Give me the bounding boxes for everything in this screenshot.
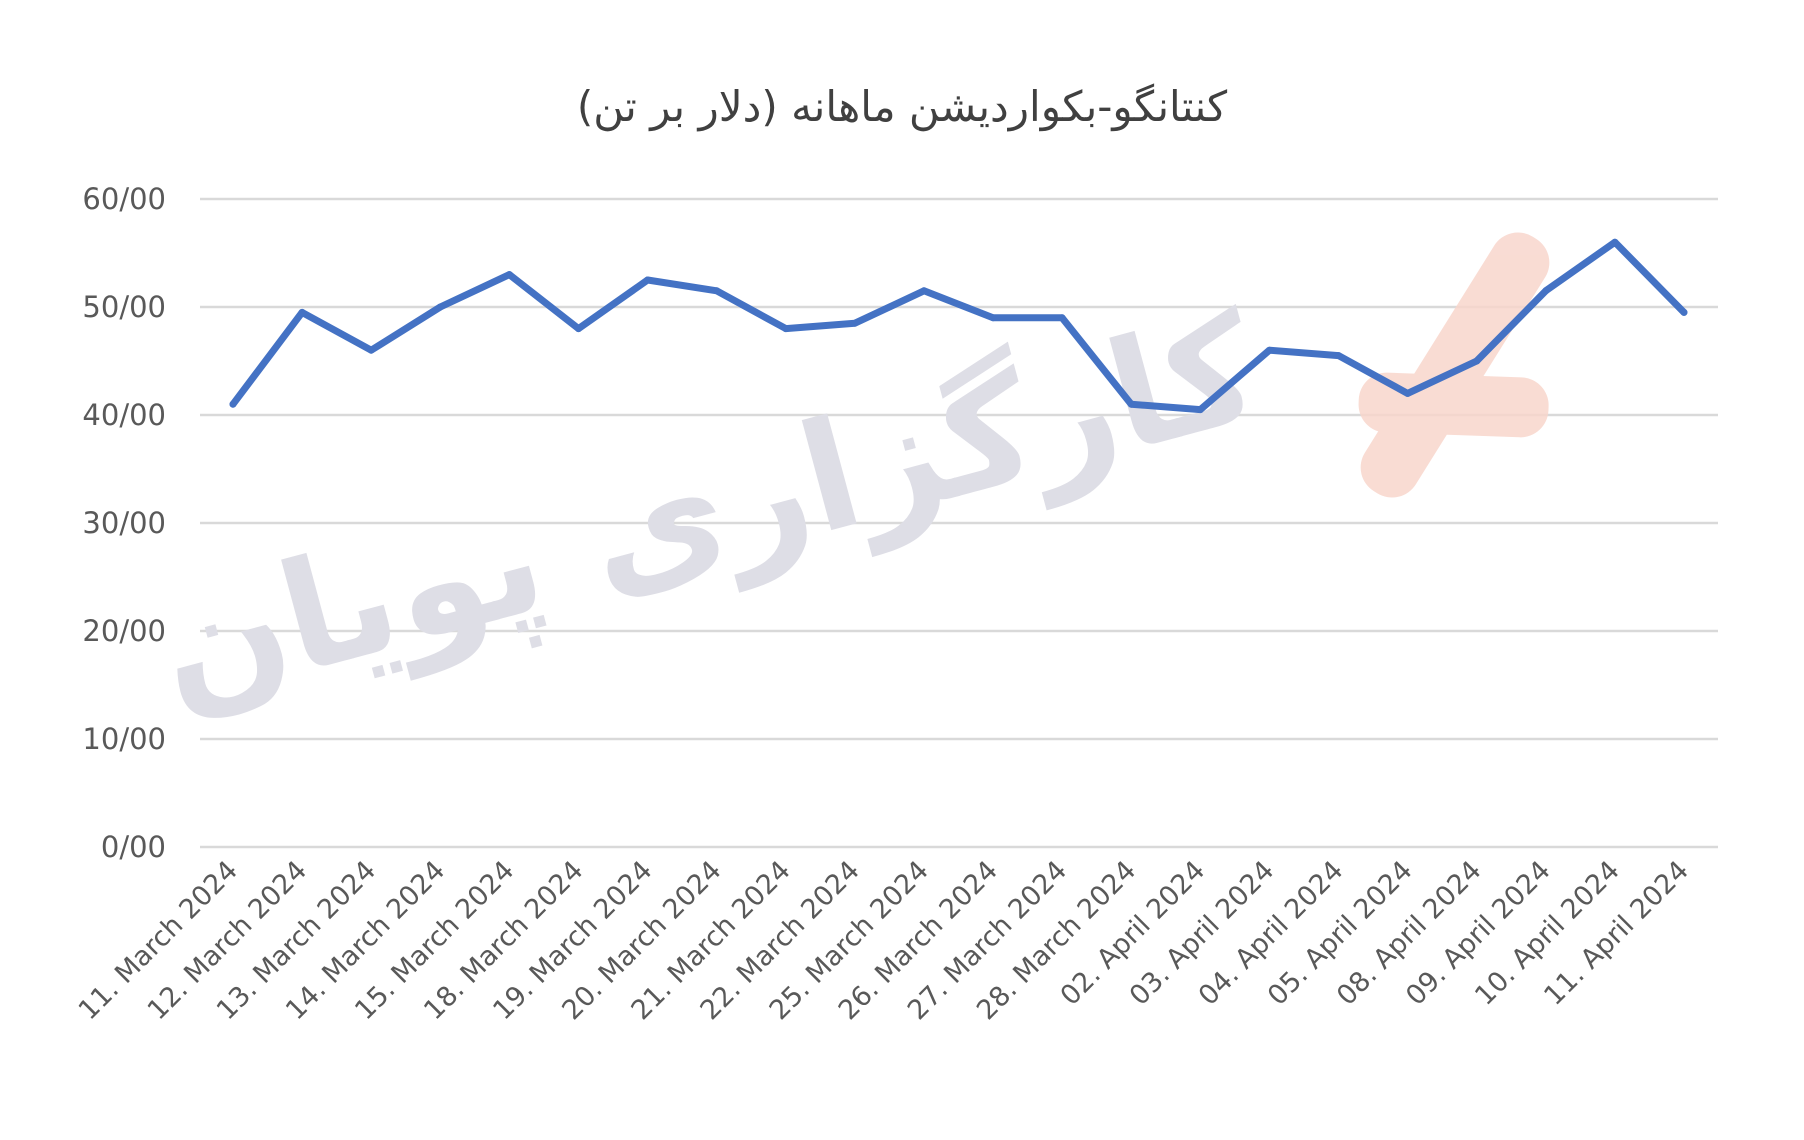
data-point	[1196, 406, 1204, 414]
y-tick-label: 0/00	[101, 830, 166, 864]
y-tick-label: 50/00	[82, 290, 166, 324]
watermark: کارگزاری پویان	[139, 232, 1550, 742]
watermark-logo-bar-1	[1360, 232, 1550, 498]
data-point	[1473, 357, 1481, 365]
data-point	[782, 325, 790, 333]
data-point	[1058, 314, 1066, 322]
data-point	[229, 400, 237, 408]
series-line	[229, 238, 1688, 414]
data-point	[1127, 400, 1135, 408]
data-point	[644, 276, 652, 284]
data-point	[1542, 287, 1550, 295]
data-point	[298, 308, 306, 316]
data-point	[1680, 308, 1688, 316]
data-point	[851, 319, 859, 327]
y-tick-label: 60/00	[82, 182, 166, 216]
data-point	[505, 271, 513, 279]
data-point	[1265, 346, 1273, 354]
data-point	[1404, 389, 1412, 397]
watermark-logo	[1358, 232, 1550, 498]
data-point	[989, 314, 997, 322]
data-point	[367, 346, 375, 354]
chart-title: کنتانگو-بکواردیشن ماهانه (دلار بر تن)	[576, 82, 1228, 131]
y-axis: 0/00 10/00 20/00 30/00 40/00 50/00 60/00	[82, 182, 166, 864]
y-tick-label: 40/00	[82, 398, 166, 432]
data-point	[1611, 238, 1619, 246]
data-point	[574, 325, 582, 333]
y-tick-label: 10/00	[82, 722, 166, 756]
y-tick-label: 30/00	[82, 506, 166, 540]
data-point	[436, 303, 444, 311]
data-point	[920, 287, 928, 295]
watermark-text: کارگزاری پویان	[139, 280, 1276, 741]
data-point	[713, 287, 721, 295]
data-point	[1335, 352, 1343, 360]
y-tick-label: 20/00	[82, 614, 166, 648]
series-layer	[229, 238, 1688, 414]
